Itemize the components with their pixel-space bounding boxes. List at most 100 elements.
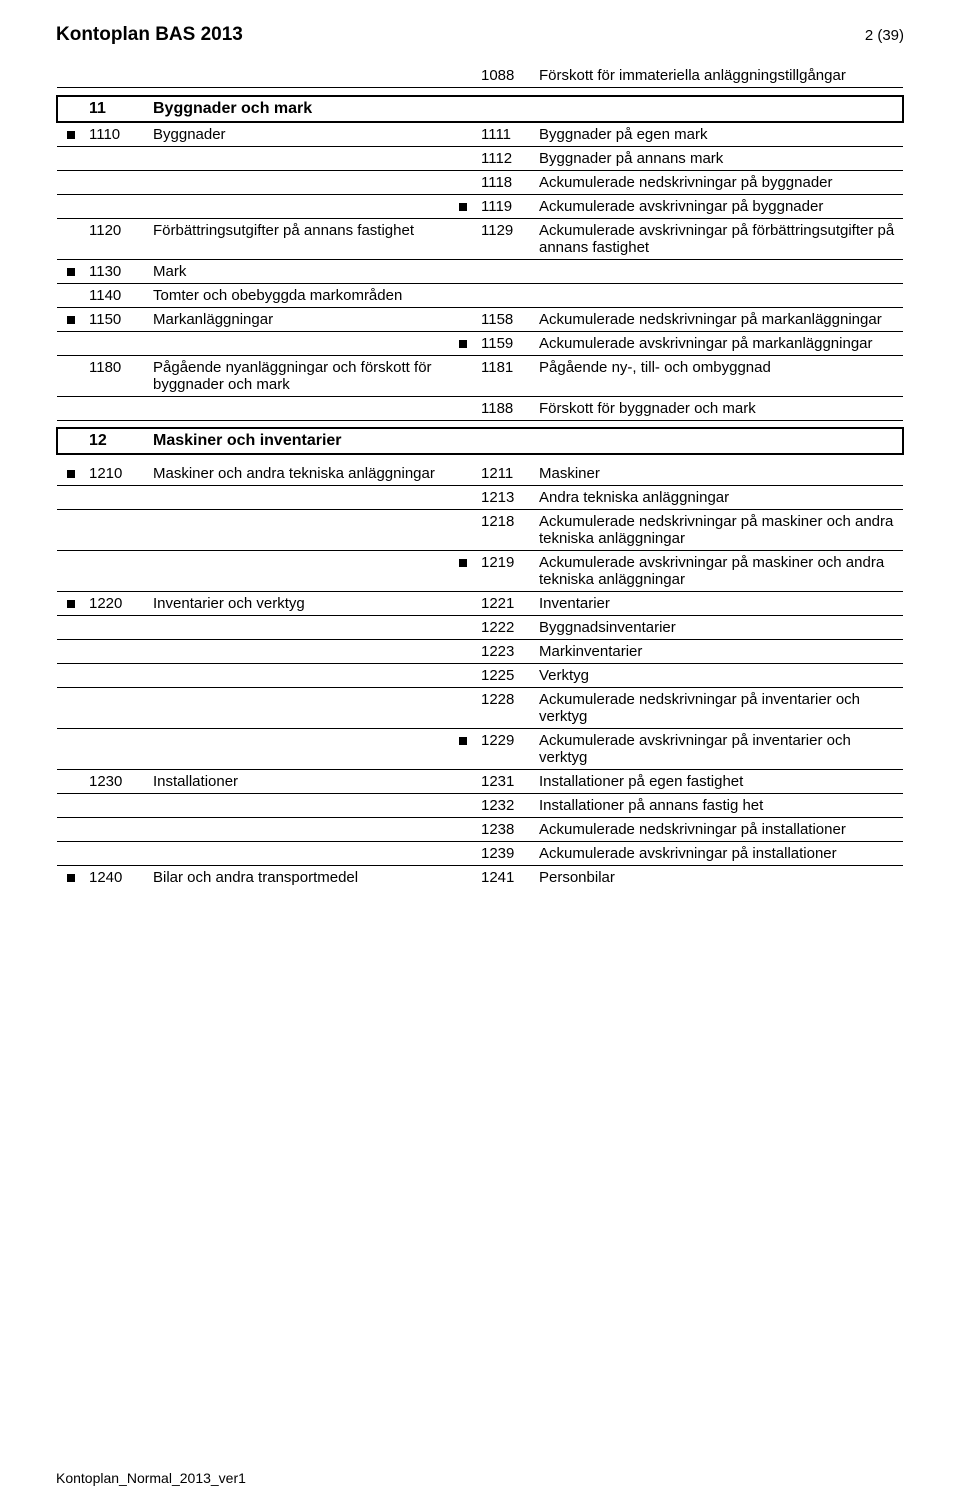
row-1230: 1230 Installationer 1231 Installationer …: [57, 770, 903, 794]
row-1210: 1210 Maskiner och andra tekniska anläggn…: [57, 462, 903, 486]
row-1238: 1238 Ackumulerade nedskrivningar på inst…: [57, 818, 903, 842]
bullet-icon: [459, 559, 467, 567]
bullet-icon: [459, 340, 467, 348]
code-1223: 1223: [477, 640, 535, 664]
bullet-icon: [459, 737, 467, 745]
row-1130: 1130 Mark: [57, 259, 903, 283]
row-1088: 1088 Förskott för immateriella anläggnin…: [57, 64, 903, 88]
text-1188: Förskott för byggnader och mark: [535, 396, 903, 420]
text-1118: Ackumulerade nedskrivningar på byggnader: [535, 170, 903, 194]
row-1213: 1213 Andra tekniska anläggningar: [57, 486, 903, 510]
section-11-title: Byggnader och mark: [149, 96, 449, 122]
code-1150: 1150: [85, 307, 149, 331]
code-1220: 1220: [85, 592, 149, 616]
row-1225: 1225 Verktyg: [57, 664, 903, 688]
code-1129: 1129: [477, 218, 535, 259]
text-1180: Pågående nyanläggningar och förskott för…: [149, 355, 449, 396]
code-1140: 1140: [85, 283, 149, 307]
row-1150: 1150 Markanläggningar 1158 Ackumulerade …: [57, 307, 903, 331]
code-1112: 1112: [477, 146, 535, 170]
section-12-code: 12: [85, 428, 149, 454]
code-1188: 1188: [477, 396, 535, 420]
text-1120: Förbättringsutgifter på annans fastighet: [149, 218, 449, 259]
code-1120: 1120: [85, 218, 149, 259]
code-1230: 1230: [85, 770, 149, 794]
code-1229: 1229: [477, 729, 535, 770]
text-1181: Pågående ny-, till- och ombyggnad: [535, 355, 903, 396]
code-1110: 1110: [85, 122, 149, 147]
code-1159: 1159: [477, 331, 535, 355]
row-1180: 1180 Pågående nyanläggningar och förskot…: [57, 355, 903, 396]
text-1119: Ackumulerade avskrivningar på byggnader: [535, 194, 903, 218]
text-1241: Personbilar: [535, 866, 903, 890]
section-11-code: 11: [85, 96, 149, 122]
page-header: Kontoplan BAS 2013 2 (39): [56, 24, 904, 46]
code-1241: 1241: [477, 866, 535, 890]
text-1158: Ackumulerade nedskrivningar på markanläg…: [535, 307, 903, 331]
code-1119: 1119: [477, 194, 535, 218]
text-1229: Ackumulerade avskrivningar på inventarie…: [535, 729, 903, 770]
bullet-icon: [67, 268, 75, 276]
code-1213: 1213: [477, 486, 535, 510]
text-1159: Ackumulerade avskrivningar på markanlägg…: [535, 331, 903, 355]
page-footer: Kontoplan_Normal_2013_ver1: [56, 1470, 246, 1486]
text-1111: Byggnader på egen mark: [535, 122, 903, 147]
code-1238: 1238: [477, 818, 535, 842]
row-1110: 1110 Byggnader 1111 Byggnader på egen ma…: [57, 122, 903, 147]
text-1239: Ackumulerade avskrivningar på installati…: [535, 842, 903, 866]
code-1232: 1232: [477, 794, 535, 818]
text-1211: Maskiner: [535, 462, 903, 486]
text-1228: Ackumulerade nedskrivningar på inventari…: [535, 688, 903, 729]
code-1240: 1240: [85, 866, 149, 890]
code-1181: 1181: [477, 355, 535, 396]
code-1158: 1158: [477, 307, 535, 331]
code-1111: 1111: [477, 122, 535, 147]
header-title: Kontoplan BAS 2013: [56, 24, 243, 46]
bullet-icon: [67, 600, 75, 608]
row-1118: 1118 Ackumulerade nedskrivningar på bygg…: [57, 170, 903, 194]
code-1180: 1180: [85, 355, 149, 396]
row-1219: 1219 Ackumulerade avskrivningar på maski…: [57, 551, 903, 592]
section-11-header: 11 Byggnader och mark: [57, 96, 903, 122]
row-1240: 1240 Bilar och andra transportmedel 1241…: [57, 866, 903, 890]
section-12-title: Maskiner och inventarier: [149, 428, 449, 454]
text-1223: Markinventarier: [535, 640, 903, 664]
text-1220: Inventarier och verktyg: [149, 592, 449, 616]
text-1238: Ackumulerade nedskrivningar på installat…: [535, 818, 903, 842]
code-1118: 1118: [477, 170, 535, 194]
code-1239: 1239: [477, 842, 535, 866]
row-1223: 1223 Markinventarier: [57, 640, 903, 664]
text-1140: Tomter och obebyggda markområden: [149, 283, 449, 307]
page: Kontoplan BAS 2013 2 (39) 1088 Förskott …: [0, 0, 960, 1506]
text-1222: Byggnadsinventarier: [535, 616, 903, 640]
text-1129: Ackumulerade avskrivningar på förbättrin…: [535, 218, 903, 259]
bullet-icon: [67, 316, 75, 324]
code-1221: 1221: [477, 592, 535, 616]
row-1140: 1140 Tomter och obebyggda markområden: [57, 283, 903, 307]
bullet-icon: [459, 203, 467, 211]
row-1120: 1120 Förbättringsutgifter på annans fast…: [57, 218, 903, 259]
row-1159: 1159 Ackumulerade avskrivningar på marka…: [57, 331, 903, 355]
row-1218: 1218 Ackumulerade nedskrivningar på mask…: [57, 510, 903, 551]
row-1119: 1119 Ackumulerade avskrivningar på byggn…: [57, 194, 903, 218]
row-1222: 1222 Byggnadsinventarier: [57, 616, 903, 640]
code-1222: 1222: [477, 616, 535, 640]
row-1228: 1228 Ackumulerade nedskrivningar på inve…: [57, 688, 903, 729]
text-1219: Ackumulerade avskrivningar på maskiner o…: [535, 551, 903, 592]
row-1188: 1188 Förskott för byggnader och mark: [57, 396, 903, 420]
text-1110: Byggnader: [149, 122, 449, 147]
accounts-table: 1088 Förskott för immateriella anläggnin…: [56, 64, 904, 889]
row-1239: 1239 Ackumulerade avskrivningar på insta…: [57, 842, 903, 866]
code-1228: 1228: [477, 688, 535, 729]
bullet-icon: [67, 874, 75, 882]
text-1240: Bilar och andra transportmedel: [149, 866, 449, 890]
text-1210: Maskiner och andra tekniska anläggningar: [149, 462, 449, 486]
text-1130: Mark: [149, 259, 449, 283]
text-1112: Byggnader på annans mark: [535, 146, 903, 170]
code-1225: 1225: [477, 664, 535, 688]
text-1088: Förskott för immateriella anläggningstil…: [535, 64, 903, 88]
text-1213: Andra tekniska anläggningar: [535, 486, 903, 510]
text-1232: Installationer på annans fastig het: [535, 794, 903, 818]
row-1232: 1232 Installationer på annans fastig het: [57, 794, 903, 818]
row-1229: 1229 Ackumulerade avskrivningar på inven…: [57, 729, 903, 770]
